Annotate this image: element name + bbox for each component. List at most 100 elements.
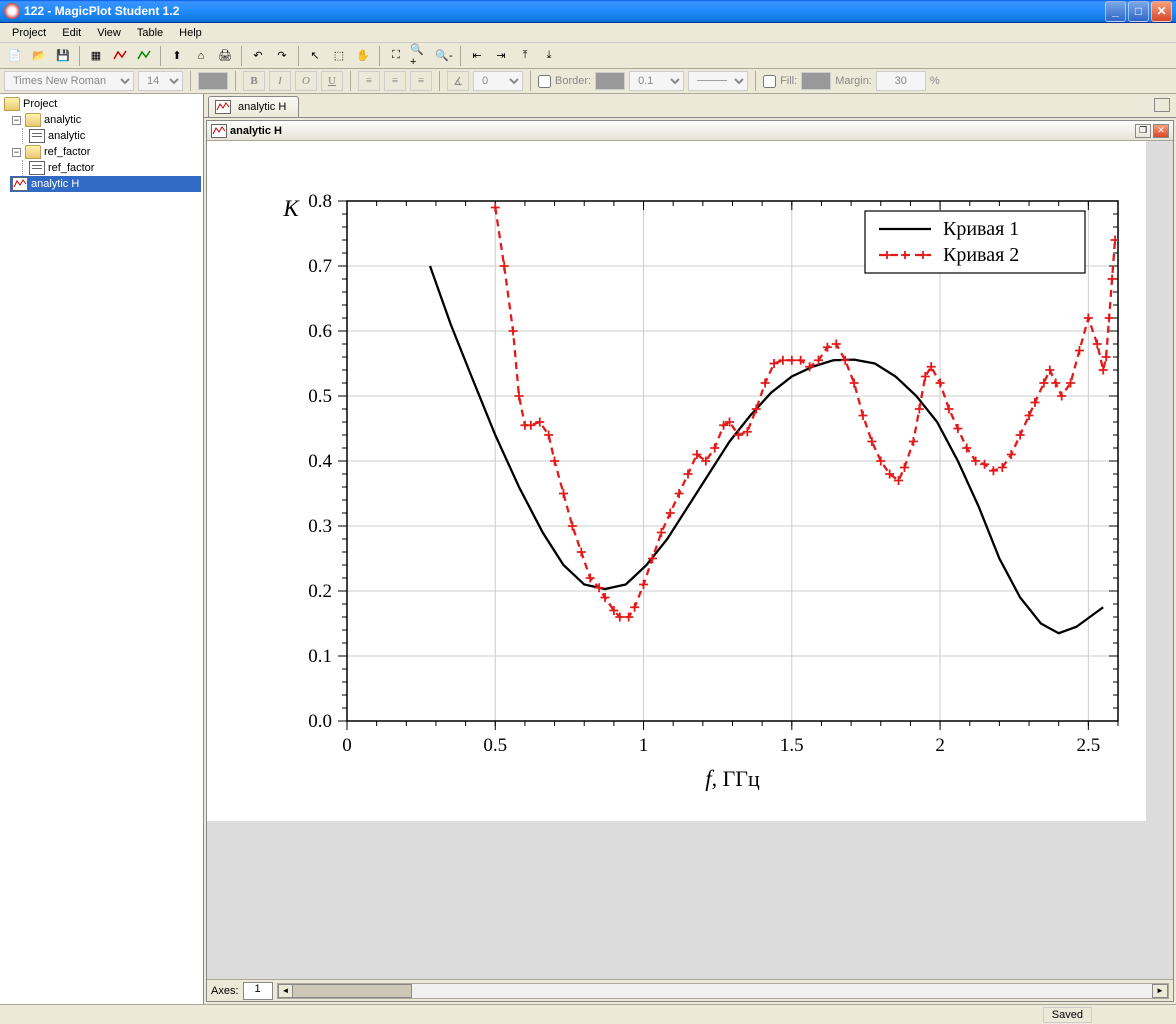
redo-button[interactable]: ↷ [271, 45, 293, 67]
tree-analytic-table[interactable]: analytic [27, 128, 201, 144]
border-check[interactable] [538, 75, 551, 88]
bold-button[interactable]: B [243, 71, 265, 91]
horizontal-scrollbar[interactable]: ◄ ► [277, 983, 1169, 999]
o-button[interactable]: O [295, 71, 317, 91]
status-saved: Saved [1043, 1007, 1092, 1023]
text-color[interactable] [198, 72, 228, 90]
menu-help[interactable]: Help [171, 25, 210, 41]
menu-table[interactable]: Table [129, 25, 171, 41]
pointer-button[interactable]: ↖ [304, 45, 326, 67]
svg-text:0.5: 0.5 [308, 386, 332, 407]
new-button[interactable]: 📄 [4, 45, 26, 67]
fill-label: Fill: [780, 75, 797, 87]
doc-close-button[interactable]: ✕ [1153, 124, 1169, 138]
collapse-icon[interactable]: − [12, 116, 21, 125]
tab-label: analytic H [238, 101, 286, 113]
fill-check[interactable] [763, 75, 776, 88]
open-button[interactable]: 📂 [28, 45, 50, 67]
svg-text:0.7: 0.7 [308, 256, 332, 277]
folder-icon [25, 145, 41, 159]
align-center-button[interactable]: ≡ [384, 71, 406, 91]
minimize-button[interactable]: _ [1105, 1, 1126, 22]
border-color[interactable] [595, 72, 625, 90]
svg-text:1: 1 [639, 735, 649, 756]
content-area: analytic H analytic H ❐ ✕ 00.511.522.50.… [204, 94, 1176, 1004]
doc-titlebar[interactable]: analytic H ❐ ✕ [207, 121, 1173, 141]
toolbar: 📄 📂 💾 ▦ ⬆ ⌂ 🖨 ↶ ↷ ↖ ⬚ ✋ ⛶ 🔍+ 🔍- ⇤ ⇥ ⤒ ⤓ [0, 43, 1176, 69]
tree-analytic-folder[interactable]: − analytic [10, 112, 201, 128]
svg-text:0.4: 0.4 [308, 451, 332, 472]
project-tree[interactable]: Project − analytic analytic − ref_factor [0, 94, 204, 1004]
zoom-rect-button[interactable]: ⬚ [328, 45, 350, 67]
folder-icon [4, 97, 20, 111]
scroll-right-button[interactable]: ► [1152, 984, 1168, 998]
svg-text:0.6: 0.6 [308, 321, 332, 342]
border-label: Border: [555, 75, 591, 87]
svg-text:0.5: 0.5 [483, 735, 507, 756]
svg-text:1.5: 1.5 [780, 735, 804, 756]
print-button[interactable]: 🖨 [214, 45, 236, 67]
italic-button[interactable]: I [269, 71, 291, 91]
plot-container[interactable]: 00.511.522.50.00.10.20.30.40.50.60.70.8K… [207, 141, 1173, 979]
margin-label: Margin: [835, 75, 872, 87]
close-button[interactable]: ✕ [1151, 1, 1172, 22]
format-bar: Times New Roman 14 B I O U ≡ ≡ ≡ ∡ 0 Bor… [0, 69, 1176, 94]
tree-analytic-h[interactable]: analytic H [10, 176, 201, 192]
align-right-button[interactable]: ≡ [410, 71, 432, 91]
line-style-select[interactable]: ──── [688, 71, 748, 91]
menu-project[interactable]: Project [4, 25, 54, 41]
menu-view[interactable]: View [89, 25, 129, 41]
chart-icon [211, 124, 227, 138]
nav-left-button[interactable]: ⇤ [466, 45, 488, 67]
chart-red-button[interactable] [109, 45, 131, 67]
tree-label: ref_factor [48, 162, 94, 174]
align-left-button[interactable]: ≡ [358, 71, 380, 91]
svg-text:Кривая 2: Кривая 2 [943, 244, 1019, 266]
svg-text:K: K [282, 196, 300, 221]
table-button[interactable]: ▦ [85, 45, 107, 67]
pan-button[interactable]: ✋ [352, 45, 374, 67]
svg-text:0.2: 0.2 [308, 581, 332, 602]
doc-restore-button[interactable]: ❐ [1135, 124, 1151, 138]
collapse-icon[interactable]: − [12, 148, 21, 157]
margin-spinner[interactable]: 30 [876, 71, 926, 91]
nav-right-button[interactable]: ⇥ [490, 45, 512, 67]
menu-edit[interactable]: Edit [54, 25, 89, 41]
axes-spinner[interactable]: 1 [243, 982, 273, 1000]
underline-button[interactable]: U [321, 71, 343, 91]
tree-ref-factor-folder[interactable]: − ref_factor [10, 144, 201, 160]
doc-window: analytic H ❐ ✕ 00.511.522.50.00.10.20.30… [206, 120, 1174, 1002]
svg-text:0.3: 0.3 [308, 516, 332, 537]
tab-analytic-h[interactable]: analytic H [208, 96, 299, 117]
save-button[interactable]: 💾 [52, 45, 74, 67]
zoom-fit-button[interactable]: ⛶ [385, 45, 407, 67]
restore-window-button[interactable] [1154, 98, 1170, 112]
scroll-thumb[interactable] [292, 984, 412, 998]
tree-label: analytic [48, 130, 85, 142]
titlebar: 122 - MagicPlot Student 1.2 _ □ ✕ [0, 0, 1176, 23]
maximize-button[interactable]: □ [1128, 1, 1149, 22]
export-button[interactable]: ⬆ [166, 45, 188, 67]
chart: 00.511.522.50.00.10.20.30.40.50.60.70.8K… [207, 141, 1146, 821]
tree-label: analytic H [31, 178, 79, 190]
zoom-out-button[interactable]: 🔍- [433, 45, 455, 67]
svg-text:2.5: 2.5 [1076, 735, 1100, 756]
rotation-select[interactable]: 0 [473, 71, 523, 91]
undo-button[interactable]: ↶ [247, 45, 269, 67]
tree-label: ref_factor [44, 146, 90, 158]
tree-ref-factor-table[interactable]: ref_factor [27, 160, 201, 176]
svg-text:Кривая 1: Кривая 1 [943, 218, 1019, 240]
size-select[interactable]: 14 [138, 71, 183, 91]
fill-color[interactable] [801, 72, 831, 90]
chart-green-button[interactable] [133, 45, 155, 67]
font-select[interactable]: Times New Roman [4, 71, 134, 91]
app-icon [4, 3, 20, 19]
zoom-in-button[interactable]: 🔍+ [409, 45, 431, 67]
angle-icon: ∡ [447, 71, 469, 91]
tree-root[interactable]: Project [2, 96, 201, 112]
nav-up-button[interactable]: ⤒ [514, 45, 536, 67]
nav-down-button[interactable]: ⤓ [538, 45, 560, 67]
border-width-select[interactable]: 0.1 [629, 71, 684, 91]
table-icon [29, 129, 45, 143]
home-button[interactable]: ⌂ [190, 45, 212, 67]
